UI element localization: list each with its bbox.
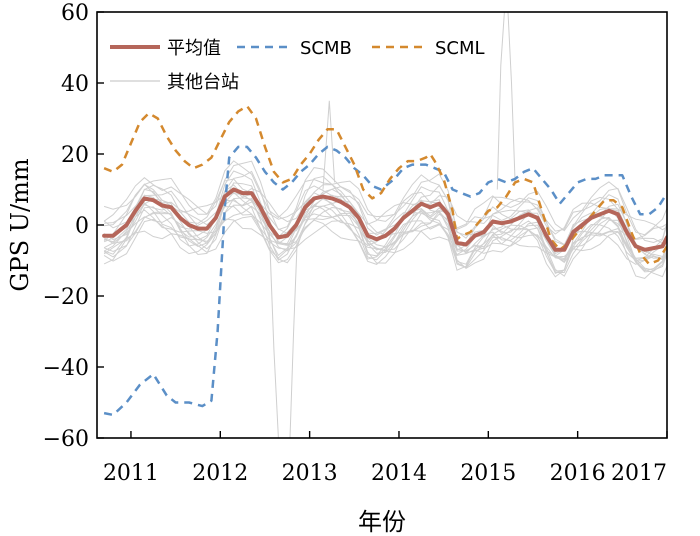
other-station-line	[104, 183, 667, 235]
y-tick-label: −60	[43, 427, 89, 452]
x-tick-label: 2013	[282, 461, 338, 486]
other-station-line	[103, 170, 667, 259]
x-tick-label: 2012	[192, 461, 248, 486]
other-station-line	[103, 160, 667, 244]
y-tick-label: 0	[75, 214, 89, 239]
other-station-line	[103, 184, 667, 263]
x-tick-label: 2017	[611, 461, 667, 486]
series-line-scml	[103, 104, 667, 266]
y-tick-label: 20	[61, 143, 89, 168]
other-station-spike	[496, 12, 505, 190]
other-station-line	[103, 197, 667, 273]
y-axis-title: GPS U/mm	[6, 158, 34, 291]
y-tick-label: 60	[61, 1, 89, 26]
series-lines	[102, 104, 667, 417]
y-tick-label: −20	[43, 285, 89, 310]
x-tick-label: 2016	[550, 461, 606, 486]
legend-label-other: 其他台站	[167, 72, 239, 93]
legend-label-scml: SCML	[435, 38, 485, 59]
other-station-spike	[322, 100, 336, 190]
other-station-spike	[507, 12, 516, 183]
legend-label-mean: 平均值	[167, 38, 221, 59]
other-station-line	[103, 198, 667, 264]
other-station-spike	[268, 232, 279, 438]
other-station-line	[103, 188, 667, 274]
other-station-line	[103, 218, 667, 273]
tick-labels: −60 −40 −20 0 20 40 60 2011 2012 2013 2014 2015 2016…	[43, 1, 667, 486]
x-axis-title: 年份	[358, 508, 406, 536]
series-line-scmb	[103, 145, 667, 417]
other-stations-lines	[103, 12, 667, 438]
legend-label-scmb: SCMB	[300, 38, 352, 59]
x-tick-label: 2011	[103, 461, 159, 486]
x-tick-label: 2014	[371, 461, 427, 486]
axis-ticks	[97, 11, 668, 439]
other-station-line	[103, 178, 667, 246]
x-tick-label: 2015	[460, 461, 516, 486]
other-station-line	[103, 197, 667, 278]
other-station-line	[103, 191, 667, 279]
y-tick-label: −40	[43, 356, 89, 381]
other-station-line	[103, 215, 667, 271]
legend: 平均值 SCMB SCML 其他台站	[110, 38, 485, 93]
y-tick-label: 40	[61, 72, 89, 97]
other-station-line	[103, 160, 667, 236]
other-station-spike	[289, 242, 298, 438]
series-line-mean	[102, 187, 667, 252]
